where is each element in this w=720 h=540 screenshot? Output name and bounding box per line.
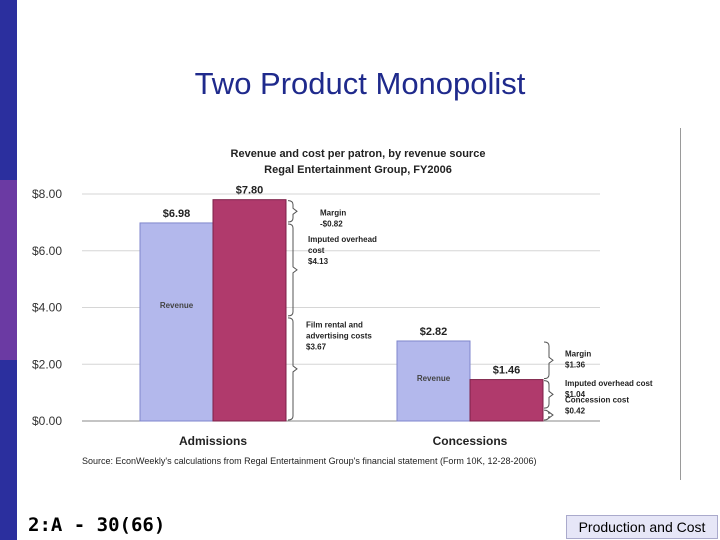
- left-stripe-top: [0, 0, 17, 180]
- figure-frame: [35, 128, 681, 480]
- concessions-breakdown-label: $1.36: [565, 361, 586, 370]
- concessions-breakdown-label: Margin: [565, 350, 591, 359]
- concessions-bracket: [543, 409, 554, 421]
- bar: [469, 379, 544, 422]
- bar: [212, 199, 287, 422]
- footer-label: Production and Cost: [566, 515, 718, 539]
- x-category-label: Admissions: [179, 434, 247, 448]
- bar: [139, 222, 214, 422]
- y-tick-label: $2.00: [32, 357, 62, 371]
- y-tick-label: $8.00: [32, 187, 62, 201]
- y-tick-label: $4.00: [32, 301, 62, 315]
- admissions-breakdown-label: Margin: [320, 209, 346, 218]
- admissions-breakdown-label: Imputed overhead: [308, 235, 377, 244]
- revenue-cost-chart: Revenue and cost per patron, by revenue …: [32, 148, 653, 466]
- x-category-label: Concessions: [433, 434, 508, 448]
- bar: [396, 340, 471, 422]
- chart-title: Revenue and cost per patron, by revenue …: [231, 148, 486, 160]
- admissions-breakdown-label: cost: [308, 246, 325, 255]
- bar-inner-label: Revenue: [160, 301, 194, 310]
- admissions-bracket: [287, 200, 298, 223]
- bar-inner-label: Revenue: [417, 374, 451, 383]
- admissions-bracket: [287, 223, 298, 317]
- left-stripe-bottom: [0, 360, 17, 540]
- concessions-bracket: [543, 341, 554, 380]
- concessions-bracket: [543, 380, 554, 409]
- slide-title: Two Product Monopolist: [194, 66, 526, 101]
- concessions-breakdown-label: $0.42: [565, 406, 586, 415]
- admissions-breakdown-label: $4.13: [308, 257, 329, 266]
- chart-subtitle: Regal Entertainment Group, FY2006: [264, 164, 452, 176]
- y-tick-label: $0.00: [32, 414, 62, 428]
- bar-value-label: $6.98: [163, 208, 191, 220]
- left-stripe-middle: [0, 180, 17, 360]
- slide-number: 2:A - 30(66): [28, 514, 166, 536]
- concessions-breakdown-label: $1.04: [565, 390, 586, 399]
- admissions-breakdown-label: -$0.82: [320, 220, 343, 229]
- admissions-bracket: [287, 317, 298, 421]
- y-tick-label: $6.00: [32, 244, 62, 258]
- concessions-breakdown-label: Concession cost: [565, 395, 629, 404]
- bar-value-label: $1.46: [493, 365, 521, 377]
- chart-source: Source: EconWeekly's calculations from R…: [82, 456, 536, 466]
- admissions-breakdown-label: Film rental and: [306, 321, 363, 330]
- bar-value-label: $7.80: [236, 185, 264, 197]
- admissions-breakdown-label: advertising costs: [306, 332, 372, 341]
- bar-value-label: $2.82: [420, 326, 448, 338]
- concessions-breakdown-label: Imputed overhead cost: [565, 379, 653, 388]
- admissions-breakdown-label: $3.67: [306, 343, 327, 352]
